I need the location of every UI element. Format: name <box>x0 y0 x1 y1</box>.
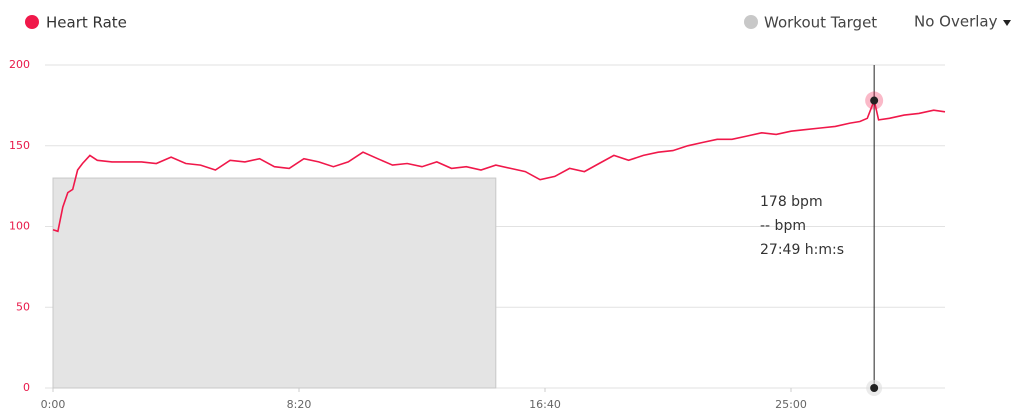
overlay-dropdown[interactable]: No Overlay <box>914 13 998 31</box>
tooltip-line: 27:49 h:m:s <box>760 242 844 258</box>
x-tick-label: 0:00 <box>41 398 66 411</box>
x-tick-label: 16:40 <box>529 398 561 411</box>
tooltip-line: -- bpm <box>760 218 806 234</box>
y-tick-label: 50 <box>16 300 30 313</box>
y-tick-label: 150 <box>9 139 30 152</box>
cursor-dot <box>870 96 879 105</box>
y-tick-label: 100 <box>9 220 30 233</box>
y-tick-label: 200 <box>9 58 30 71</box>
workout-target <box>52 177 497 389</box>
cursor-base <box>870 384 879 392</box>
y-tick-label: 0 <box>23 381 30 394</box>
dropdown-arrow[interactable] <box>1003 20 1011 26</box>
x-tick-label: 8:20 <box>287 398 312 411</box>
legend-label[interactable]: Workout Target <box>764 14 877 32</box>
tooltip-line: 178 bpm <box>760 194 823 210</box>
heart-rate-line <box>52 97 946 233</box>
legend-dot <box>25 15 39 29</box>
legend-dot <box>744 15 758 29</box>
legend-label: Heart Rate <box>46 14 127 32</box>
x-tick-label: 25:00 <box>775 398 807 411</box>
